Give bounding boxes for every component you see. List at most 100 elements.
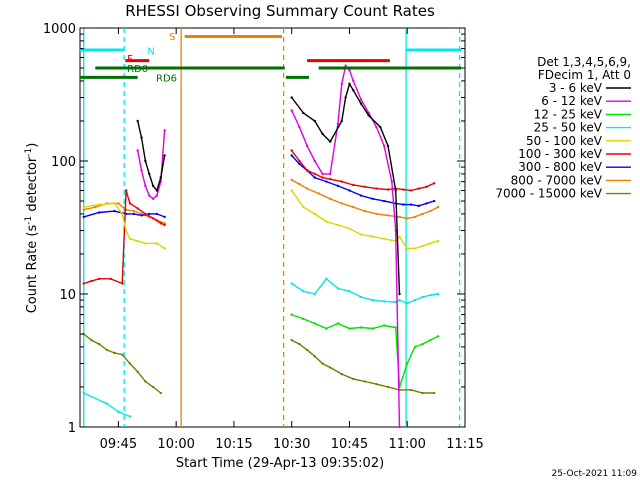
series-4-point-6	[136, 239, 139, 243]
series-6-point-23	[425, 202, 428, 205]
series-1-point-7	[163, 129, 166, 132]
series-1-point-14	[336, 122, 340, 126]
series-5-point-10	[159, 222, 162, 225]
series-3-point-16	[413, 298, 417, 302]
series-3-point-11	[371, 298, 374, 302]
chart-title: RHESSI Observing Summary Count Rates	[125, 2, 435, 20]
series-8-point-8	[144, 380, 147, 383]
series-2-point-8	[382, 324, 386, 327]
series-4	[82, 189, 440, 250]
series-4-point-20	[398, 235, 401, 238]
series-2	[290, 313, 440, 389]
state-label-N: N	[147, 47, 154, 58]
series-3-point-7	[325, 277, 328, 281]
series-7-point-22	[413, 215, 417, 219]
series-0-point-15	[348, 82, 351, 86]
series-8-point-18	[352, 377, 355, 381]
series-3-point-0	[82, 391, 85, 395]
series-7-point-23	[421, 212, 424, 216]
series-8-point-6	[128, 362, 132, 365]
series-3-point-5	[302, 289, 305, 293]
series-6-point-9	[290, 154, 293, 157]
series-5-point-8	[144, 212, 147, 216]
series-4-point-10	[290, 189, 293, 192]
series-0-point-0	[136, 119, 139, 123]
series-8-point-15	[321, 362, 324, 365]
series-2-point-5	[348, 327, 351, 330]
series-4-point-9	[163, 247, 166, 250]
series-8-point-4	[113, 351, 116, 355]
series-8-point-24	[421, 391, 424, 395]
legend-label-5: 100 - 300 keV	[518, 147, 602, 161]
series-1-point-1	[140, 169, 143, 172]
series-1-point-21	[375, 125, 378, 129]
series-6-point-1	[97, 211, 101, 214]
x-tick-label-0: 09:45	[100, 437, 137, 452]
series-4-point-8	[155, 242, 159, 245]
series-5-point-19	[352, 183, 355, 187]
series-1-point-19	[359, 98, 363, 101]
x-tick-label-3: 10:30	[273, 437, 310, 452]
series-3-point-19	[436, 292, 440, 296]
series-1-point-4	[151, 197, 155, 200]
legend-label-0: 3 - 6 keV	[549, 81, 603, 95]
series-3-point-13	[394, 300, 397, 304]
x-axis-ticks: 09:45 10:00 10:15 10:30 10:45 11:00 11:15	[100, 28, 484, 452]
series-2-point-1	[302, 317, 305, 321]
series-7-point-14	[329, 197, 332, 200]
series-0-point-17	[359, 102, 363, 105]
series-5-point-5	[124, 189, 128, 192]
series-5-point-14	[305, 169, 309, 172]
series-line-3	[83, 277, 439, 418]
series-2-point-14	[429, 338, 432, 342]
series-1-point-12	[321, 172, 324, 176]
series-3-point-18	[429, 293, 432, 297]
series-1-point-10	[305, 144, 309, 148]
x-tick-label-2: 10:15	[215, 437, 252, 452]
series-0-point-21	[394, 189, 397, 192]
series-4-point-3	[121, 212, 124, 216]
series-6-point-17	[371, 197, 374, 200]
x-tick-label-6: 11:15	[446, 437, 483, 452]
series-5-point-4	[121, 282, 124, 285]
series-0-point-6	[159, 176, 162, 179]
series-8-point-1	[90, 338, 93, 342]
series-8-point-13	[305, 348, 309, 352]
series-6-point-16	[359, 194, 363, 197]
state-label-RD0: RD0	[127, 64, 148, 75]
series-2-point-2	[313, 322, 317, 325]
series-6-point-4	[132, 212, 136, 216]
series-4-point-21	[406, 247, 409, 250]
series-0-point-10	[313, 119, 317, 123]
series-6-point-8	[163, 215, 166, 219]
series-7-point-25	[436, 205, 440, 209]
series-5-point-20	[363, 185, 367, 188]
legend-label-2: 12 - 25 keV	[534, 107, 603, 121]
series-3-point-14	[398, 298, 401, 302]
legend-label-8: 7000 - 15000 keV	[495, 187, 602, 201]
series-7-point-21	[406, 217, 409, 220]
series-group	[82, 64, 440, 429]
series-5-point-3	[109, 277, 112, 281]
y-tick-label-0: 1	[68, 421, 76, 436]
series-7-point-20	[398, 215, 401, 219]
series-1-point-9	[298, 125, 301, 129]
series-6-point-21	[409, 203, 413, 206]
x-tick-label-4: 10:45	[331, 437, 368, 452]
legend: Det 1,3,4,5,6,9, FDecim 1, Att 0 3 - 6 k…	[495, 55, 631, 201]
series-4-point-5	[128, 237, 132, 241]
series-4-point-1	[97, 203, 101, 206]
series-4-point-23	[421, 244, 424, 248]
series-4-point-11	[302, 205, 305, 209]
series-2-point-13	[421, 342, 424, 346]
series-7-point-18	[375, 212, 378, 216]
series-6-point-12	[313, 176, 317, 179]
series-4-point-2	[113, 202, 116, 205]
series-7-point-12	[305, 187, 309, 190]
series-0-point-19	[379, 125, 382, 129]
series-1-point-0	[136, 149, 139, 152]
series-0-point-12	[329, 140, 332, 143]
vertical-markers	[83, 28, 461, 427]
